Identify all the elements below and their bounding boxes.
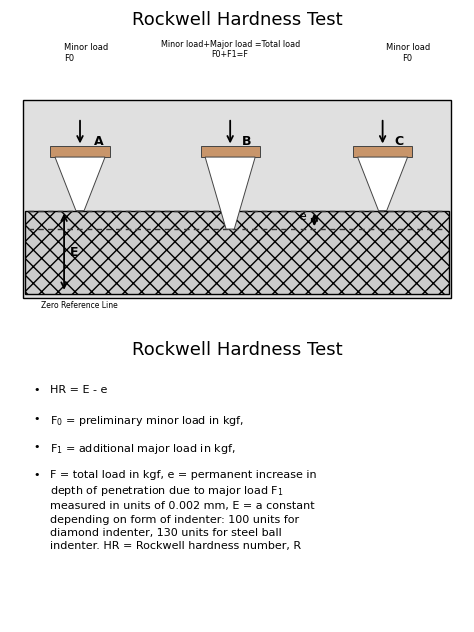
Text: $\mathregular{F_0}$ = preliminary minor load in kgf,: $\mathregular{F_0}$ = preliminary minor …	[50, 414, 245, 428]
Polygon shape	[357, 157, 408, 210]
Text: Minor load
F0: Minor load F0	[64, 43, 109, 63]
Text: Zero Reference Line: Zero Reference Line	[41, 301, 118, 310]
Text: e: e	[299, 210, 306, 223]
Polygon shape	[55, 157, 105, 210]
Text: •: •	[34, 470, 40, 480]
Text: •: •	[34, 386, 40, 396]
Text: •: •	[34, 442, 40, 452]
Text: B: B	[242, 135, 251, 148]
Text: Rockwell Hardness Test: Rockwell Hardness Test	[132, 11, 342, 29]
Bar	[353, 147, 412, 157]
Text: A: A	[94, 135, 103, 148]
Bar	[50, 147, 109, 157]
Text: Rockwell Hardness Test: Rockwell Hardness Test	[132, 341, 342, 359]
Polygon shape	[205, 157, 255, 229]
Text: HR = E - e: HR = E - e	[50, 386, 108, 396]
Bar	[26, 210, 448, 295]
Text: Minor load+Major load =Total load
F0+F1=F: Minor load+Major load =Total load F0+F1=…	[161, 40, 300, 59]
Bar	[201, 147, 260, 157]
Text: •: •	[34, 414, 40, 423]
Bar	[23, 100, 451, 298]
Text: E: E	[70, 246, 78, 259]
Text: C: C	[394, 135, 403, 148]
Text: Minor load
F0: Minor load F0	[385, 43, 430, 63]
Text: F = total load in kgf, e = permanent increase in
depth of penetration due to maj: F = total load in kgf, e = permanent inc…	[50, 470, 317, 551]
Text: $\mathregular{F_1}$ = additional major load in kgf,: $\mathregular{F_1}$ = additional major l…	[50, 442, 236, 456]
